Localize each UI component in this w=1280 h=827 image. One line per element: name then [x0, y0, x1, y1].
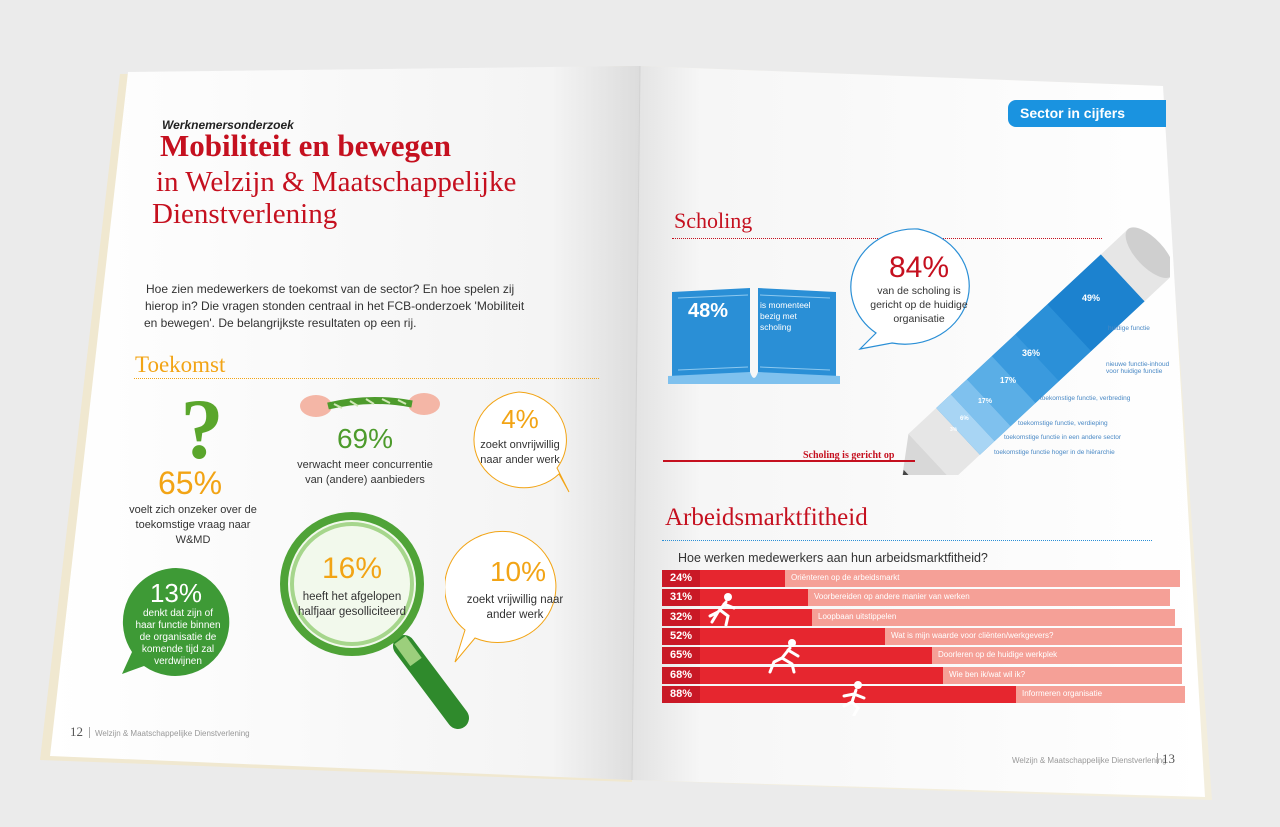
page-number-left: 12 — [70, 724, 83, 739]
bar-pct-label: 88% — [662, 685, 700, 703]
speech-bubble-shape — [445, 530, 557, 663]
section-heading-scholing: Scholing — [674, 208, 753, 233]
pencil-pct: 17% — [978, 398, 993, 405]
pencil-label: toekomstige functie, verdieping — [1018, 420, 1108, 427]
bar-value — [700, 647, 932, 665]
pencil-label: huidige functie — [1108, 325, 1150, 332]
intro-line: en bewegen'. De belangrijkste resultaten… — [144, 316, 417, 330]
pencil-segment — [936, 394, 995, 455]
bar-category-label: Oriënteren op de arbeidsmarkt — [791, 573, 900, 582]
section-rule — [134, 378, 599, 379]
bar-pct-label: 68% — [662, 666, 700, 684]
bubble-pct: 84% — [888, 251, 950, 284]
bar-value — [700, 570, 785, 587]
runner-icon — [768, 639, 800, 674]
runner-icon — [842, 681, 866, 716]
pencil-label: toekomstige functie in een andere sector — [1004, 434, 1122, 441]
book-text: is momenteel bezig met scholing — [760, 300, 811, 332]
pencil-segment — [1015, 304, 1092, 382]
stat-text: denkt dat zijn of haar functie binnen de o… — [135, 608, 221, 667]
page-subtitle-line2: Dienstverlening — [152, 198, 338, 230]
chart-question: Hoe werken medewerkers aan hun arbeidsma… — [678, 551, 988, 565]
pencil-segment — [1047, 254, 1145, 352]
bar-category-label: Wat is mijn waarde voor cliënten/werkgev… — [891, 630, 1054, 640]
bar-remaining — [700, 570, 1180, 587]
intro-line: Hoe zien medewerkers de toekomst van de … — [146, 282, 515, 296]
bar-row: 52% Wat is mijn waarde voor cliënten/werk… — [662, 627, 1182, 645]
bar-remaining — [700, 608, 1175, 626]
book-pct: 48% — [688, 300, 729, 322]
page-subtitle-line1: in Welzijn & Maatschappelijke — [156, 166, 517, 198]
stat-pct-13: 13% — [149, 578, 203, 608]
section-heading-toekomst: Toekomst — [135, 352, 226, 377]
bar-row: 65% Doorleren op de huidige werkplek — [662, 647, 1182, 665]
bar-category-label: Informeren organisatie — [1022, 688, 1103, 698]
bar-pct-label: 32% — [662, 608, 700, 626]
stat-pct-69: 69% — [336, 423, 394, 454]
pencil-pct: 17% — [1000, 376, 1017, 385]
pencil-pct: 36% — [1022, 348, 1041, 358]
bar-row: 24% Oriënteren op de arbeidsmarkt — [662, 570, 1180, 587]
pencil-label: toekomstige functie, verbreding — [1040, 395, 1131, 402]
page-number-right: 13 — [1162, 751, 1175, 766]
svg-text:?: ? — [181, 392, 224, 467]
speech-bubble-shape — [850, 228, 970, 350]
pencil-segment — [966, 356, 1036, 427]
stat-text: heeft het afgelopen halfjaar gesollicitee… — [297, 591, 407, 618]
pencil-pct: 6% — [960, 416, 969, 422]
tug-of-war-icon — [300, 393, 440, 417]
pencil-caption: Scholing is gericht op — [803, 450, 895, 461]
pencil-baseline — [663, 460, 915, 462]
bar-row: 88% Informeren organisatie — [662, 685, 1185, 703]
footer-divider — [1157, 753, 1158, 764]
tab-label: Sector in cijfers — [1020, 105, 1126, 121]
stat-pct-10: 10% — [489, 556, 547, 587]
bar-pct-label: 24% — [662, 570, 700, 587]
stat-pct-16: 16% — [321, 552, 383, 585]
stat-pct-65: 65% — [157, 465, 223, 501]
bar-pct-label: 65% — [662, 647, 700, 665]
tab-sector-in-cijfers: Sector in cijfers — [1008, 100, 1166, 127]
footer-divider — [89, 727, 90, 738]
speech-bubble-shape — [473, 391, 570, 493]
magnifying-glass-icon — [280, 512, 469, 729]
bar-value — [700, 666, 943, 684]
bar-remaining — [700, 589, 1170, 607]
question-mark-icon: ? — [181, 392, 224, 467]
stat-text: zoekt onvrijwillig naar ander werk — [480, 439, 560, 466]
bar-pct-label: 31% — [662, 589, 700, 607]
footer-text-left: Welzijn & Maatschappelijke Dienstverleni… — [95, 729, 250, 738]
bar-category-label: Loopbaan uitstippelen — [818, 611, 897, 621]
bar-row: 68% Wie ben ik/wat wil ik? — [662, 666, 1182, 684]
pencil-pct: 49% — [1082, 293, 1101, 303]
bar-category-label: Wie ben ik/wat wil ik? — [949, 669, 1026, 679]
section-heading-arbeid: Arbeidsmarktfitheid — [665, 504, 868, 531]
bar-pct-label: 52% — [662, 627, 700, 645]
page-title: Mobiliteit en bewegen — [160, 128, 452, 163]
bar-category-label: Voorbereiden op andere manier van werken — [814, 592, 970, 602]
pencil-segment — [950, 379, 1011, 442]
pencil-chart — [901, 227, 1170, 475]
stat-text: verwacht meer concurrentie van (andere) a… — [297, 459, 433, 486]
runner-icon — [708, 593, 736, 626]
footer-text-right: Welzijn & Maatschappelijke Dienstverleni… — [1012, 756, 1167, 765]
stat-text: zoekt vrijwillig naar ander werk — [466, 594, 564, 621]
kicker: Werknemersonderzoek — [162, 118, 294, 132]
pencil-pct: 3% — [950, 427, 958, 433]
pencil-label: toekomstige functie hoger in de hiërarch… — [994, 449, 1115, 456]
pencil-segment — [991, 334, 1059, 403]
intro-line: hierop in? Die vragen stonden centraal i… — [145, 299, 525, 313]
stat-text: voelt zich onzeker over de toekomstige vr… — [129, 504, 257, 546]
green-speech-bubble-shape — [122, 568, 230, 676]
section-rule — [662, 540, 1152, 541]
stat-pct-4: 4% — [501, 404, 539, 434]
book-icon — [668, 288, 840, 384]
bar-value — [700, 627, 885, 645]
pencil-label: nieuwe functie-inhoud voor huidige funct… — [1106, 361, 1170, 375]
bubble-text: van de scholing is gericht op de huidige o… — [870, 285, 968, 325]
bar-category-label: Doorleren op de huidige werkplek — [938, 650, 1058, 660]
